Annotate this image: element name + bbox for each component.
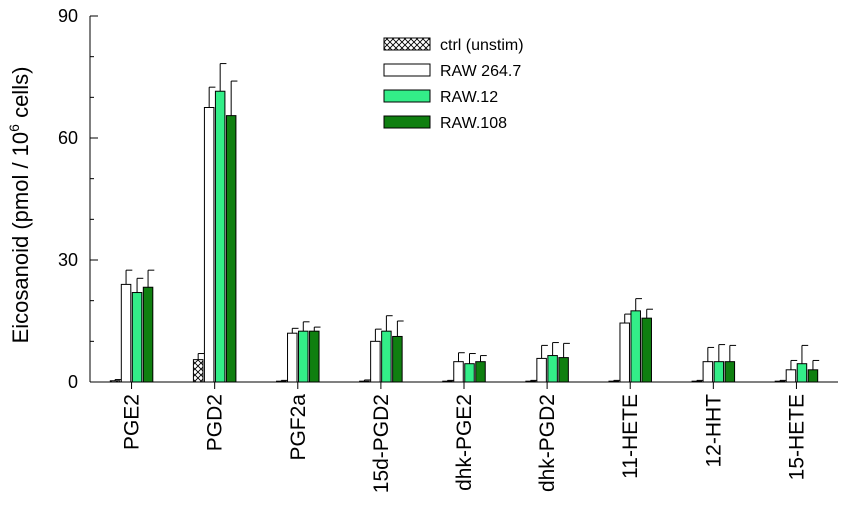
bar: [796, 363, 808, 383]
bar: [525, 380, 536, 383]
x-tick-label: dhk-PGD2: [536, 394, 559, 492]
x-tick-label: 15d-PGD2: [370, 394, 393, 493]
x-tick-label: PGD2: [204, 394, 227, 451]
legend-label: RAW.12: [440, 89, 498, 106]
bar: [630, 310, 641, 383]
x-tick-label: 11-HETE: [619, 394, 642, 479]
bar: [547, 355, 558, 383]
bar: [619, 322, 630, 383]
bar: [453, 361, 464, 383]
bar: [192, 359, 204, 383]
x-tick-label: PGF2a: [287, 394, 310, 461]
bars-group: [109, 63, 820, 383]
bar: [558, 357, 569, 383]
bar: [131, 292, 143, 383]
bar: [608, 380, 619, 383]
legend-label: ctrl (unstim): [440, 37, 524, 54]
bar: [359, 380, 370, 383]
bar: [713, 361, 725, 383]
bar: [702, 361, 714, 383]
bar: [309, 330, 320, 383]
bar: [370, 340, 381, 383]
bar: [785, 369, 797, 383]
x-tick-label: dhk-PGE2: [453, 394, 476, 491]
legend-swatch: [383, 63, 431, 77]
bar: [298, 330, 309, 383]
bar: [807, 369, 819, 383]
axes: 0 30 60 90 PGE2 PGD2 PGF2a 15d-PGD2 dhk-PGE2 dhk-…: [58, 6, 838, 493]
legend-swatch: [383, 89, 431, 103]
legend-label: RAW 264.7: [440, 63, 521, 80]
legend-label: RAW.108: [440, 115, 507, 132]
y-axis-label-main: Eicosanoid (pmol / 10: [8, 132, 33, 344]
x-tick-label: PGE2: [121, 394, 144, 450]
bar: [392, 335, 403, 383]
y-axis-label-superscript: 6: [6, 124, 22, 132]
legend: ctrl (unstim) RAW 264.7 RAW.12 RAW.108: [383, 37, 524, 132]
x-tick-label: 12-HHT: [702, 394, 725, 468]
bar: [724, 361, 736, 383]
y-tick-label: 90: [58, 6, 78, 26]
bar: [774, 380, 786, 383]
x-tick-label: 15-HETE: [785, 394, 808, 480]
bar: [442, 380, 453, 383]
y-tick-label: 30: [58, 250, 78, 270]
bar: [142, 286, 154, 383]
bar: [203, 107, 215, 383]
bar: [276, 380, 287, 383]
y-axis-label-suffix: cells): [8, 67, 33, 124]
bar: [381, 330, 392, 383]
bar: [475, 361, 486, 383]
bar: [225, 115, 237, 383]
y-axis-label: Eicosanoid (pmol / 106 cells): [6, 67, 33, 344]
legend-swatch: [383, 115, 431, 129]
y-tick-label: 0: [68, 372, 78, 392]
y-tick-label: 60: [58, 128, 78, 148]
bar: [287, 332, 298, 383]
legend-swatch: [383, 37, 431, 51]
bar: [109, 380, 121, 383]
bar: [641, 317, 652, 383]
bar: [536, 357, 547, 383]
bar: [464, 363, 475, 383]
bar: [691, 380, 703, 383]
bar: [214, 90, 226, 383]
bar: [120, 283, 132, 383]
